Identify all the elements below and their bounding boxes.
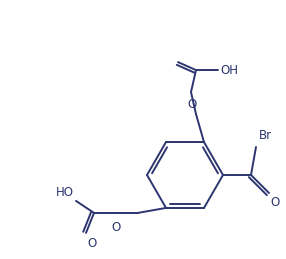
Text: HO: HO <box>56 186 74 199</box>
Text: O: O <box>187 98 196 111</box>
Text: Br: Br <box>259 129 272 142</box>
Text: O: O <box>111 221 121 234</box>
Text: OH: OH <box>220 64 238 77</box>
Text: O: O <box>87 237 96 250</box>
Text: O: O <box>270 196 279 209</box>
